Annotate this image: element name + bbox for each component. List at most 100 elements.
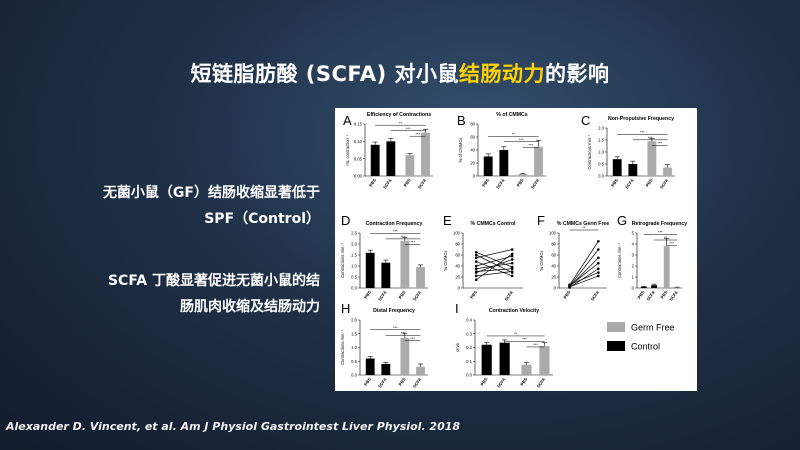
y-tick-label-c: 0.5 (598, 162, 604, 167)
x-tick-label-a: PBS (403, 178, 412, 188)
y-tick-label-i: 0.1 (466, 359, 472, 364)
y-tick-label-a: 0.00 (354, 174, 363, 179)
y-tick-label-d: 2.0 (351, 242, 357, 247)
y-tick-label-i: 0.4 (466, 318, 472, 323)
bar-b (518, 174, 528, 176)
title-prefix: 短链脂肪酸 (SCFA) 对小鼠 (190, 62, 460, 86)
paired-line-e (476, 254, 513, 273)
bar-h (400, 337, 410, 375)
y-tick-label-i: 0.0 (466, 373, 472, 378)
bar-d (400, 240, 410, 288)
data-point-f (597, 274, 600, 278)
y-tick-label-d: 1.5 (351, 253, 357, 258)
panel-title-i: Contraction Velocity (489, 308, 539, 314)
significance-label-a: *** (406, 126, 411, 131)
data-point-f (597, 261, 600, 265)
slide-title: 短链脂肪酸 (SCFA) 对小鼠结肠动力的影响 (0, 58, 800, 88)
paired-line-f (569, 272, 599, 286)
data-point-e (510, 271, 514, 274)
significance-label-c: *** (640, 130, 645, 135)
y-tick-label-c: 1.5 (598, 138, 604, 143)
x-tick-label-i: PBS (479, 377, 488, 387)
x-tick-label-b: PBS (481, 178, 490, 188)
data-point-e (510, 252, 514, 256)
y-tick-label-c: 1.0 (598, 150, 604, 155)
data-point-f (568, 283, 571, 286)
figure-svg: A Efficiency of Contractions0.000.050.100… (340, 112, 687, 389)
finding-1-line-1: 无菌小鼠（GF）结肠收缩显著低于 (102, 185, 320, 201)
bar-g (640, 286, 647, 288)
panel-letter-b: B (457, 113, 466, 128)
bar-h (381, 364, 391, 375)
paired-line-e (476, 251, 513, 268)
bar-b (499, 150, 509, 176)
y-tick-label-e: 60 (455, 253, 460, 258)
y-tick-label-g: 0 (632, 286, 635, 291)
paired-line-e (476, 255, 513, 267)
y-axis-label-e: % CMMCs (443, 250, 448, 270)
data-point-e (474, 264, 478, 268)
significance-label-i: ** (514, 331, 518, 336)
bar-h (365, 358, 375, 375)
significance-label-c: *** (648, 135, 653, 140)
significance-label-a: *** (415, 131, 420, 136)
y-tick-label-a: 0.05 (354, 156, 363, 161)
x-tick-label-i: SCFA (536, 377, 547, 389)
data-point-e (474, 278, 478, 282)
finding-2: SCFA 丁酸显著促进无菌小鼠的结 肠肌肉收缩及结肠动力 (60, 268, 320, 320)
data-point-e (510, 248, 514, 251)
y-tick-label-f: 80 (551, 242, 556, 247)
title-highlight: 结肠动力 (459, 62, 546, 86)
x-tick-label-a: PBS (368, 178, 377, 188)
panel-letter-f: F (537, 213, 545, 228)
y-axis-label-a: mL contraction⁻¹ (345, 134, 350, 166)
bar-i (521, 364, 532, 375)
y-tick-label-i: 0.3 (466, 331, 472, 336)
y-tick-label-b: 80 (470, 122, 475, 127)
significance-label-d: *** (410, 240, 415, 245)
significance-label-g: *** (670, 241, 675, 246)
x-tick-label-f: PBS (562, 290, 571, 300)
bar-c (612, 159, 622, 176)
x-tick-label-e: PBS (469, 290, 478, 300)
x-tick-label-i: PBS (519, 377, 528, 387)
y-tick-label-b: 20 (470, 161, 475, 166)
y-axis-label-c: Contractions min⁻¹ (587, 134, 592, 170)
panel-letter-c: C (581, 113, 590, 128)
data-point-e (510, 267, 514, 271)
bar-a (370, 144, 380, 176)
figure-panel: A Efficiency of Contractions 0.00 0.05 0.10 0… (335, 108, 697, 391)
y-axis-label-g: Contractions min⁻¹ (617, 242, 622, 278)
y-tick-label-d: 0.0 (351, 286, 357, 291)
data-point-e (510, 254, 514, 258)
legend-label-control: Control (631, 342, 660, 352)
panel-title-a: Efficiency of Contractions (367, 112, 431, 118)
bar-a (386, 141, 396, 176)
y-axis-label-i: cm/s (455, 343, 460, 352)
data-point-e (474, 274, 478, 278)
paired-line-e (476, 249, 513, 259)
significance-label-g: *** (658, 230, 663, 235)
x-tick-label-d: SCFA (377, 290, 388, 302)
y-tick-label-e: 100 (453, 231, 461, 236)
data-point-f (568, 285, 571, 289)
y-axis-label-f: % CMMCs (539, 250, 544, 270)
bar-i (539, 346, 550, 375)
panel-title-c: Non-Propulsive Frequency (608, 116, 674, 122)
significance-label-d: *** (401, 234, 406, 239)
data-point-e (474, 260, 478, 263)
data-point-e (474, 267, 478, 271)
bar-c (663, 167, 672, 176)
x-tick-label-d: PBS (398, 290, 407, 300)
panel-title-d: Contraction Frequency (366, 221, 423, 227)
x-tick-label-h: PBS (398, 377, 407, 387)
data-point-e (510, 274, 514, 278)
panel-letter-h: H (341, 301, 350, 316)
y-tick-label-g: 5 (632, 231, 635, 236)
x-tick-label-a: SCFA (417, 178, 428, 190)
y-tick-label-h: 1.0 (351, 345, 357, 350)
x-tick-label-h: PBS (363, 377, 372, 387)
data-point-e (474, 253, 478, 257)
y-axis-label-d: Contractions min⁻¹ (340, 242, 345, 278)
paired-line-e (476, 268, 513, 272)
